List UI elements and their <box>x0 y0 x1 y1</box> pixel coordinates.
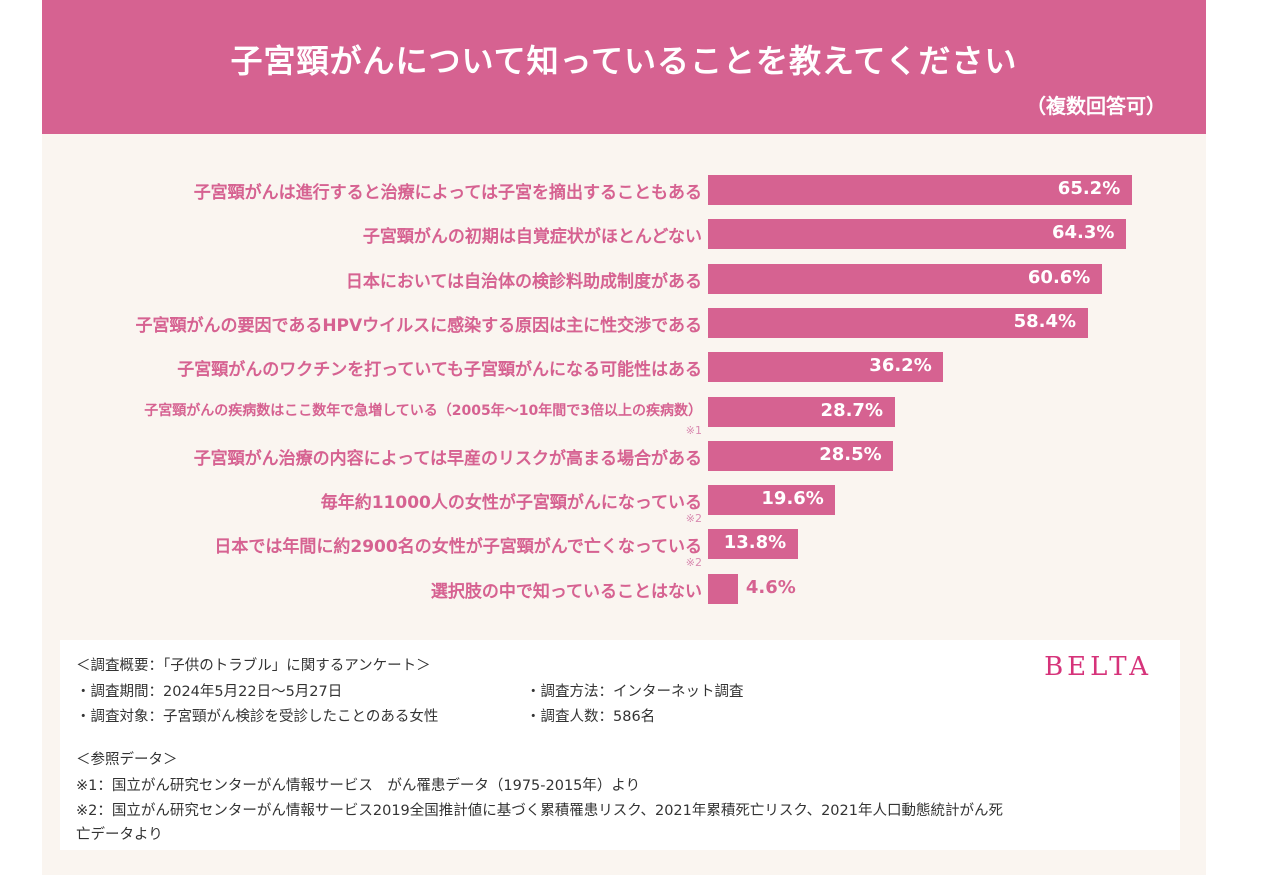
bar-label: 毎年約11000人の女性が子宮頸がんになっている <box>320 493 702 514</box>
bar-value-label: 58.4% <box>1013 310 1077 332</box>
bar-chart: 子宮頸がんは進行すると治療によっては子宮を摘出することもある 65.2% 子宮頸がん… <box>42 160 1206 620</box>
bar-note: ※2 <box>685 512 702 526</box>
bar <box>708 440 894 471</box>
bar-value-label: 19.6% <box>761 488 824 510</box>
bar-label: 子宮頸がんの要因であるHPVウイルスに感染する原因は主に性交渉である <box>135 315 702 336</box>
bar-value-label: 64.3% <box>1051 222 1115 244</box>
survey-footer: ＜調査概要：「子供のトラブル」に関するアンケート＞ ・調査期間：2024年5月2… <box>60 640 1180 850</box>
bar <box>708 485 836 516</box>
reference-2: ※2：国立がん研究センターがん情報サービス2019全国推計値に基づく累積罹患リス… <box>76 803 1003 819</box>
bar <box>708 529 798 560</box>
bar-value-label: 28.7% <box>820 399 883 421</box>
bar-value-label: 4.6% <box>745 576 796 598</box>
survey-target: ・調査対象：子宮頸がん検診を受診したことのある女性 <box>76 709 439 725</box>
brand-logo: BELTA <box>1044 652 1152 682</box>
bar-value-label: 60.6% <box>1027 266 1091 288</box>
reference-title: ＜参照データ＞ <box>76 752 178 768</box>
bar-value-label: 13.8% <box>723 532 787 554</box>
bar-label: 子宮頸がん治療の内容によっては早産のリスクが高まる場合がある <box>193 448 702 469</box>
bar <box>708 396 895 427</box>
survey-period: ・調査期間：2024年5月22日〜5月27日 <box>76 684 343 700</box>
survey-method: ・調査方法：インターネット調査 <box>526 684 744 700</box>
bar-note: ※2 <box>685 556 702 570</box>
bar <box>708 352 944 383</box>
bar-label: 子宮頸がんのワクチンを打っていても子宮頸がんになる可能性はある <box>177 360 702 381</box>
bar-label: 日本においては自治体の検診料助成制度がある <box>345 271 702 292</box>
bar <box>708 307 1088 338</box>
bar <box>708 219 1126 250</box>
bar <box>708 175 1132 205</box>
bar-value-label: 36.2% <box>869 355 932 377</box>
bar <box>708 263 1102 294</box>
bar <box>708 573 738 604</box>
header-banner: 子宮頸がんについて知っていることを教えてください （複数回答可） <box>42 0 1206 134</box>
chart-subtitle: （複数回答可） <box>1026 94 1166 118</box>
bar-value-label: 28.5% <box>819 443 882 465</box>
reference-1: ※1：国立がん研究センターがん情報サービス がん罹患データ（1975-2015年… <box>76 778 641 794</box>
chart-title: 子宮頸がんについて知っていることを教えてください <box>230 42 1018 80</box>
bar-value-label: 65.2% <box>1057 178 1121 199</box>
bar-label: 子宮頸がんの初期は自覚症状がほとんどない <box>362 227 702 248</box>
bar-label: 選択肢の中で知っていることはない <box>430 581 702 602</box>
survey-overview: ＜調査概要：「子供のトラブル」に関するアンケート＞ <box>76 658 431 674</box>
reference-2-cont: 亡データより <box>76 827 163 843</box>
bar-note: ※1 <box>685 423 702 437</box>
bar-label: 日本では年間に約2900名の女性が子宮頸がんで亡くなっている <box>214 537 702 558</box>
bar-label: 子宮頸がんの疾病数はここ数年で急増している（2005年〜10年間で3倍以上の疾病… <box>144 402 702 419</box>
bar-label: 子宮頸がんは進行すると治療によっては子宮を摘出することもある <box>193 183 702 203</box>
survey-count: ・調査人数：586名 <box>526 709 656 725</box>
